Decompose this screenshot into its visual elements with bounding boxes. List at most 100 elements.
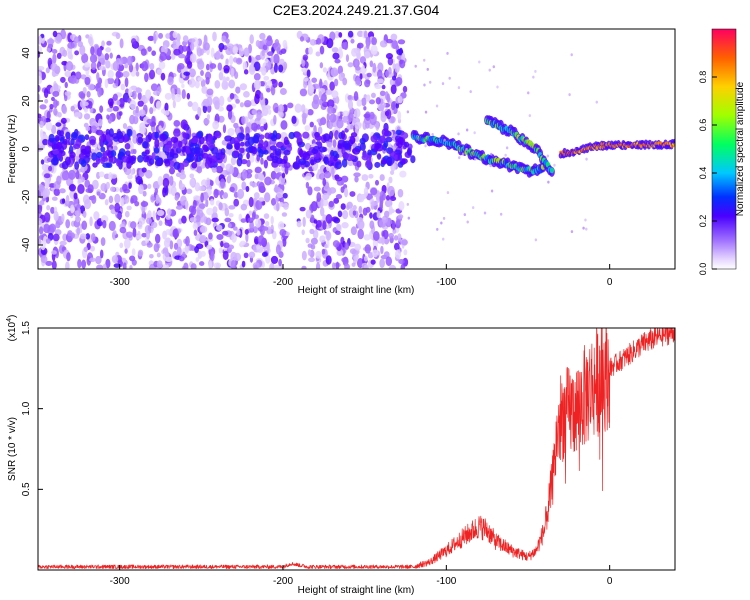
heatmap-cell xyxy=(192,222,198,230)
heatmap-cell xyxy=(41,163,48,171)
heatmap-cell xyxy=(504,153,507,157)
heatmap-cell xyxy=(239,83,248,91)
heatmap-cell xyxy=(158,61,166,70)
heatmap-cell xyxy=(388,264,397,269)
heatmap-cell xyxy=(181,89,186,100)
heatmap-cell xyxy=(174,194,179,201)
heatmap-cell xyxy=(395,76,403,86)
heatmap-cell xyxy=(127,174,133,180)
heatmap-cell xyxy=(98,65,106,71)
heatmap-cell xyxy=(89,216,93,227)
heatmap-cell xyxy=(364,244,372,254)
heatmap-cell xyxy=(295,132,302,140)
heatmap-cell xyxy=(52,30,58,38)
heatmap-cell xyxy=(220,148,226,156)
heatmap-cell xyxy=(104,199,109,206)
heatmap-cell xyxy=(105,47,112,53)
heatmap-cell xyxy=(86,90,91,98)
heatmap-cell xyxy=(282,39,288,48)
heatmap-cell xyxy=(243,100,252,108)
heatmap-cell xyxy=(222,250,229,260)
heatmap-cell xyxy=(124,248,128,254)
heatmap-cell xyxy=(90,232,96,242)
heatmap-cell xyxy=(125,150,131,157)
heatmap-cell xyxy=(374,161,381,168)
heatmap-cell xyxy=(137,136,144,144)
heatmap-cell xyxy=(309,228,315,235)
heatmap-cell xyxy=(471,206,475,210)
heatmap-cell xyxy=(213,188,219,199)
heatmap-cell xyxy=(107,98,114,107)
heatmap-cell xyxy=(164,102,169,112)
heatmap-cell xyxy=(393,242,400,251)
heatmap-cell xyxy=(198,203,206,209)
heatmap-cell xyxy=(138,109,146,117)
heatmap-cell xyxy=(391,75,397,81)
heatmap-cell xyxy=(251,109,258,115)
heatmap-cell xyxy=(310,237,318,245)
heatmap-cell xyxy=(357,195,365,203)
heatmap-cell xyxy=(381,84,386,90)
heatmap-cell xyxy=(443,138,446,142)
heatmap-cell xyxy=(397,39,406,45)
heatmap-cell xyxy=(337,210,343,218)
heatmap-cell xyxy=(159,51,167,61)
heatmap-cell xyxy=(249,118,255,124)
snr-y-tick-label: 1.5 xyxy=(21,321,32,335)
heatmap-cell xyxy=(100,57,106,66)
heatmap-cell xyxy=(171,52,176,60)
heatmap-cell xyxy=(148,158,155,165)
heatmap-cell xyxy=(347,95,352,100)
heatmap-cell xyxy=(243,252,249,259)
heatmap-cell xyxy=(348,112,354,122)
heatmap-cell xyxy=(130,168,134,176)
heatmap-cell xyxy=(496,85,499,89)
heatmap-cell xyxy=(89,54,98,64)
heatmap-cell xyxy=(75,213,80,223)
heatmap-cell xyxy=(165,214,172,220)
heatmap-cell xyxy=(329,81,335,91)
heatmap-cell xyxy=(188,68,196,78)
heatmap-cell xyxy=(183,262,189,269)
heatmap-cell xyxy=(212,120,220,130)
heatmap-cell xyxy=(397,161,404,168)
heatmap-cell xyxy=(282,237,287,247)
heatmap-cell xyxy=(344,242,350,250)
heatmap-cell xyxy=(245,126,250,136)
heatmap-cell xyxy=(92,162,98,168)
heatmap-cell xyxy=(361,174,369,182)
heatmap-cell xyxy=(250,122,258,131)
heatmap-cell xyxy=(331,90,339,99)
heatmap-cell xyxy=(266,80,273,86)
heatmap-cell xyxy=(95,155,101,165)
heatmap-cell xyxy=(131,90,137,100)
heatmap-cell xyxy=(253,79,262,90)
heatmap-cell xyxy=(39,104,47,110)
heatmap-cell xyxy=(386,156,393,166)
heatmap-cell xyxy=(341,158,348,168)
heatmap-cell xyxy=(205,177,211,187)
heatmap-cell xyxy=(376,210,381,217)
heatmap-cell xyxy=(52,233,60,242)
heatmap-cell xyxy=(363,234,371,241)
heatmap-cell xyxy=(469,90,472,94)
heatmap-cell xyxy=(65,261,70,269)
heatmap-cell xyxy=(357,219,365,230)
heatmap-cell xyxy=(156,260,163,269)
heatmap-cell xyxy=(241,260,246,268)
heatmap-cell xyxy=(410,155,416,164)
heatmap-cell xyxy=(423,83,426,87)
heatmap-cell xyxy=(43,88,49,99)
heatmap-cell xyxy=(355,65,361,71)
heatmap-cell xyxy=(144,149,150,155)
heatmap-cell xyxy=(315,262,321,269)
heatmap-cell xyxy=(174,94,182,103)
heatmap-cell xyxy=(74,50,80,56)
heatmap-cell xyxy=(102,220,107,229)
heatmap-cell xyxy=(315,51,321,57)
heatmap-cell xyxy=(206,207,214,216)
heatmap-cell xyxy=(78,153,84,160)
heatmap-cell xyxy=(62,138,68,145)
heatmap-cell xyxy=(169,148,175,158)
